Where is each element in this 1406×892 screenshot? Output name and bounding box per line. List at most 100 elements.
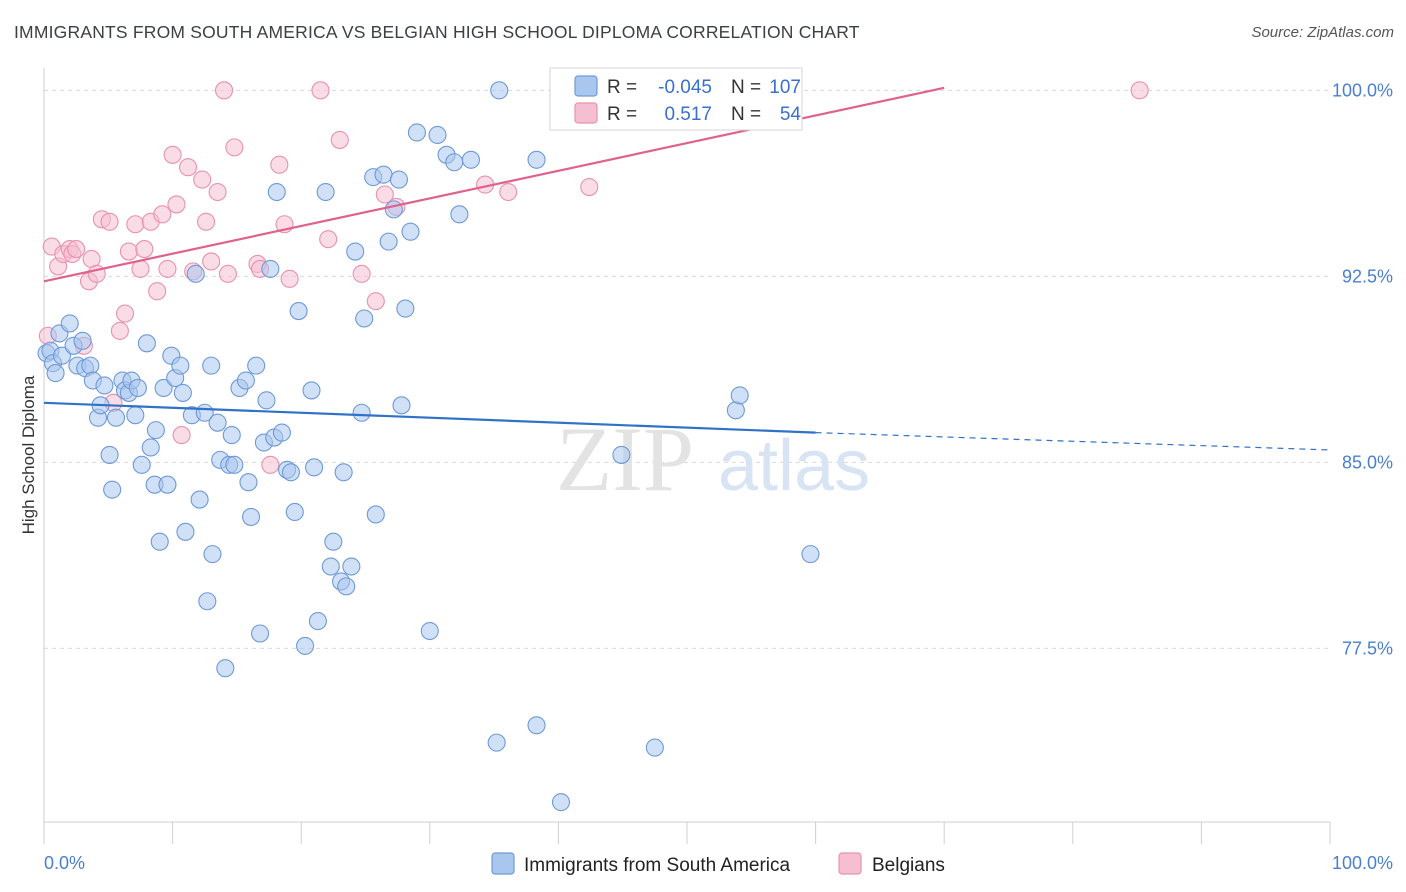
south-america-point <box>450 205 469 224</box>
south-america-point <box>296 636 315 655</box>
south-america-point <box>355 309 374 328</box>
belgians-trendline <box>43 86 945 283</box>
belgians-point <box>193 170 212 189</box>
south-america-point <box>420 621 439 641</box>
belgians-point <box>119 242 138 261</box>
south-america-point <box>106 408 126 427</box>
belgians-point <box>375 185 394 204</box>
south-america-point <box>445 153 464 172</box>
south-america-point <box>203 545 222 564</box>
south-america-point <box>337 577 356 596</box>
south-america-point <box>324 532 343 551</box>
south-america-point <box>81 356 100 375</box>
south-america-point <box>198 592 217 611</box>
legend-label-belgians: Belgians <box>872 855 945 876</box>
belgians-point <box>167 195 186 214</box>
belgians-point <box>100 212 119 231</box>
y-tick-label: 92.5% <box>1342 266 1393 286</box>
stats-n-label-pink: N = <box>731 104 761 125</box>
belgians-point <box>135 240 154 259</box>
belgians-point <box>366 292 385 311</box>
south-america-point <box>173 383 192 402</box>
belgians-point <box>499 182 518 202</box>
south-america-point <box>132 455 151 474</box>
south-america-point <box>730 386 749 405</box>
south-america-point <box>225 455 244 474</box>
watermark: ZIP atlas <box>556 408 870 510</box>
south-america-point <box>487 733 506 752</box>
x-tick-label-min: 0.0% <box>44 853 85 873</box>
legend-label-south-america: Immigrants from South America <box>524 855 791 876</box>
south-america-point <box>551 793 571 812</box>
belgians-point <box>261 455 280 474</box>
south-america-trendline-extension <box>815 431 1331 451</box>
belgians-point <box>148 282 167 301</box>
south-america-point <box>236 371 255 390</box>
south-america-point <box>302 381 321 400</box>
chart-source: Source: ZipAtlas.com <box>1251 24 1394 41</box>
stats-r-label-blue: R = <box>607 77 637 98</box>
south-america-point <box>384 200 403 219</box>
south-america-point <box>461 150 481 169</box>
south-america-point <box>490 81 509 100</box>
south-america-point <box>137 334 156 353</box>
south-america-point <box>401 222 420 241</box>
belgians-point <box>311 81 330 100</box>
south-america-point <box>272 423 291 442</box>
south-america-point <box>261 259 280 278</box>
south-america-point <box>407 123 426 142</box>
belgians-point <box>178 158 198 177</box>
south-america-point <box>150 532 169 551</box>
south-america-point <box>241 507 261 526</box>
y-tick-labels: 100.0% 92.5% 85.0% 77.5% <box>1332 80 1393 658</box>
stats-r-value-blue: -0.045 <box>658 77 712 98</box>
south-america-point <box>216 659 235 678</box>
south-america-point <box>289 302 308 321</box>
south-america-point <box>202 356 221 375</box>
south-america-point <box>239 473 258 492</box>
south-america-point <box>126 406 145 425</box>
south-america-point <box>190 490 209 509</box>
belgians-point <box>214 81 234 100</box>
south-america-point <box>158 475 177 494</box>
south-america-point <box>60 314 79 333</box>
south-america-point <box>141 438 160 457</box>
belgians-point <box>319 230 338 249</box>
belgians-point <box>202 252 221 271</box>
stats-r-value-pink: 0.517 <box>664 104 712 125</box>
belgians-point <box>330 130 349 149</box>
south-america-point <box>396 299 415 318</box>
belgians-point <box>1130 81 1149 100</box>
south-america-point <box>176 522 195 541</box>
belgians-point <box>67 240 86 259</box>
south-america-point <box>726 401 745 420</box>
legend-swatch-belgians <box>838 852 862 875</box>
south-america-point <box>222 426 241 445</box>
south-america-point <box>46 364 65 383</box>
belgians-point <box>208 182 227 202</box>
south-america-point <box>171 356 190 375</box>
south-america-point <box>73 331 92 350</box>
watermark-atlas: atlas <box>718 426 870 506</box>
south-america-points <box>37 81 820 812</box>
belgians-point <box>158 259 177 278</box>
legend: Immigrants from South America Belgians <box>491 852 945 876</box>
legend-swatch-south-america <box>491 852 515 875</box>
south-america-point <box>321 557 340 576</box>
belgians-point <box>225 138 244 157</box>
south-america-point <box>285 502 304 522</box>
belgians-point <box>280 269 299 288</box>
stats-swatch-pink <box>574 102 598 124</box>
south-america-point <box>366 505 385 524</box>
x-tick-label-max: 100.0% <box>1332 853 1393 873</box>
y-tick-label: 100.0% <box>1332 80 1393 100</box>
south-america-point <box>186 264 205 283</box>
south-america-point <box>52 346 72 365</box>
stats-box: R = -0.045 N = 107 R = 0.517 N = 54 <box>549 67 803 131</box>
south-america-point <box>342 557 361 576</box>
south-america-point <box>645 738 664 757</box>
belgians-point <box>218 264 237 283</box>
south-america-point <box>334 463 353 482</box>
belgians-point <box>172 426 191 445</box>
